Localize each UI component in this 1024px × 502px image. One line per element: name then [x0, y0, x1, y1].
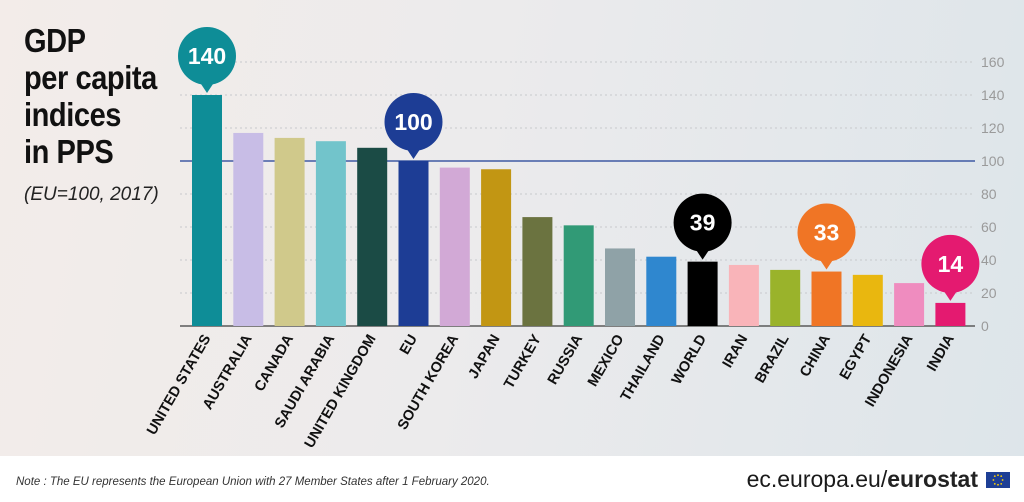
chart-title-line-3: indices: [24, 96, 121, 133]
category-label: CHINA: [797, 332, 834, 380]
callout-circle: [384, 93, 443, 151]
source-link[interactable]: ec.europa.eu/eurostat: [747, 466, 978, 493]
source-prefix: ec.europa.eu/: [746, 466, 888, 492]
callout-pointer: [405, 147, 422, 159]
category-label: EGYPT: [837, 332, 876, 383]
y-tick-label: 80: [981, 186, 997, 202]
bar: [522, 217, 553, 326]
bar: [274, 137, 305, 326]
category-label: IRAN: [720, 332, 752, 371]
callout-pointer: [694, 247, 711, 260]
callout-bubble: 14: [921, 234, 980, 301]
footer-note: Note : The EU represents the European Un…: [16, 476, 490, 488]
callout-pointer: [942, 288, 959, 301]
bar: [728, 264, 759, 326]
callout-bubble: 33: [797, 203, 856, 270]
callout-bubble: 100: [384, 93, 443, 159]
bar: [605, 248, 635, 326]
bar: [811, 271, 842, 326]
callout-circle: [797, 203, 856, 262]
eu-flag-icon: [986, 472, 1010, 488]
callout-circle: [921, 234, 980, 293]
bar: [192, 95, 222, 326]
callout-bubble: 39: [673, 193, 732, 260]
footer: Note : The EU represents the European Un…: [0, 456, 1024, 502]
chart-title-line-4: in PPS: [24, 133, 114, 170]
category-label: WORLD: [669, 332, 710, 387]
source-brand: eurostat: [887, 466, 978, 492]
callout-value-label: 140: [188, 43, 226, 69]
bar: [481, 169, 512, 326]
title-block: GDP per capita indices in PPS (EU=100, 2…: [24, 22, 175, 206]
callout-value-label: 33: [814, 220, 840, 246]
bar: [233, 132, 264, 326]
bar: [770, 269, 801, 326]
chart-subtitle: (EU=100, 2017): [24, 184, 159, 205]
bar: [852, 274, 883, 326]
y-tick-label: 60: [981, 219, 997, 235]
bar: [439, 167, 470, 326]
bar: [357, 147, 388, 326]
bar: [563, 225, 594, 326]
callout-pointer: [818, 257, 835, 270]
bar: [646, 256, 677, 326]
y-tick-label: 100: [981, 153, 1005, 169]
category-label: CANADA: [252, 332, 298, 395]
chart-title-line-2: per capita: [24, 59, 157, 96]
category-label: INDIA: [924, 332, 958, 375]
bar: [894, 283, 925, 326]
callout-pointer: [199, 81, 215, 93]
bar: [687, 261, 718, 326]
callout-value-label: 39: [690, 210, 716, 236]
bar: [315, 141, 346, 326]
category-label: RUSSIA: [545, 332, 587, 388]
callout-bubble: 140: [178, 27, 236, 93]
y-tick-label: 160: [981, 54, 1005, 70]
category-label: BRAZIL: [752, 332, 793, 386]
y-tick-label: 140: [981, 87, 1005, 103]
bar: [935, 302, 966, 326]
y-tick-label: 120: [981, 120, 1005, 136]
category-label: UNITED STATES: [144, 332, 215, 438]
chart-title-line-1: GDP: [24, 22, 86, 59]
callout-value-label: 14: [938, 251, 964, 277]
bar: [398, 161, 429, 326]
y-tick-label: 0: [981, 318, 989, 334]
y-tick-label: 20: [981, 285, 997, 301]
y-tick-label: 40: [981, 252, 997, 268]
category-label: TURKEY: [501, 332, 545, 392]
callout-circle: [673, 193, 732, 252]
category-label: EU: [397, 332, 421, 357]
callout-value-label: 100: [394, 109, 432, 135]
category-label: JAPAN: [466, 332, 504, 382]
callout-circle: [178, 27, 236, 85]
category-label: MEXICO: [585, 332, 627, 390]
